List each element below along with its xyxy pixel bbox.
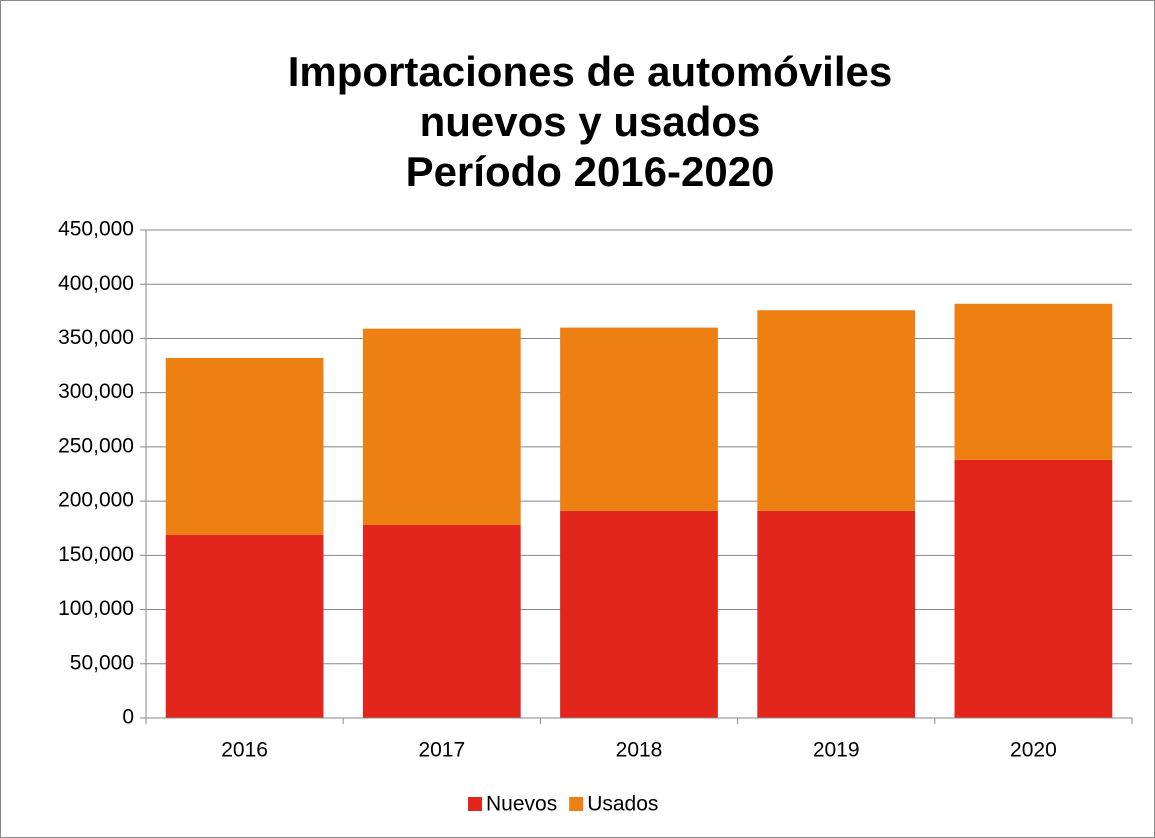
y-tick-label: 100,000 (58, 597, 134, 620)
y-tick-label: 250,000 (58, 434, 134, 457)
bar (954, 459, 1113, 718)
y-tick-label: 150,000 (58, 543, 134, 566)
bar (757, 510, 916, 718)
x-tick-label: 2016 (221, 739, 268, 762)
y-tick-label: 350,000 (58, 326, 134, 349)
y-tick-label: 400,000 (58, 272, 134, 295)
bar (362, 328, 521, 525)
bar (560, 327, 718, 511)
bar (362, 524, 521, 718)
bar (165, 357, 324, 535)
chart-title: Período 2016-2020 (406, 148, 775, 195)
legend-swatch (569, 797, 584, 811)
legend-swatch (468, 797, 482, 811)
chart-title: nuevos y usados (420, 98, 761, 145)
x-tick-label: 2018 (616, 739, 663, 762)
y-tick-label: 0 (122, 706, 134, 729)
bar (757, 310, 916, 511)
x-tick-label: 2019 (813, 739, 860, 762)
x-tick-label: 2020 (1010, 739, 1057, 762)
x-tick-label: 2017 (418, 739, 465, 762)
bar (165, 534, 324, 718)
bar (560, 510, 718, 718)
legend-label: Nuevos (486, 793, 557, 816)
bar (954, 303, 1113, 460)
legend-label: Usados (587, 793, 658, 816)
y-tick-label: 50,000 (70, 651, 134, 674)
y-tick-label: 200,000 (58, 489, 134, 512)
y-tick-label: 300,000 (58, 380, 134, 403)
chart-title: Importaciones de automóviles (288, 48, 893, 95)
y-tick-label: 450,000 (58, 218, 134, 241)
